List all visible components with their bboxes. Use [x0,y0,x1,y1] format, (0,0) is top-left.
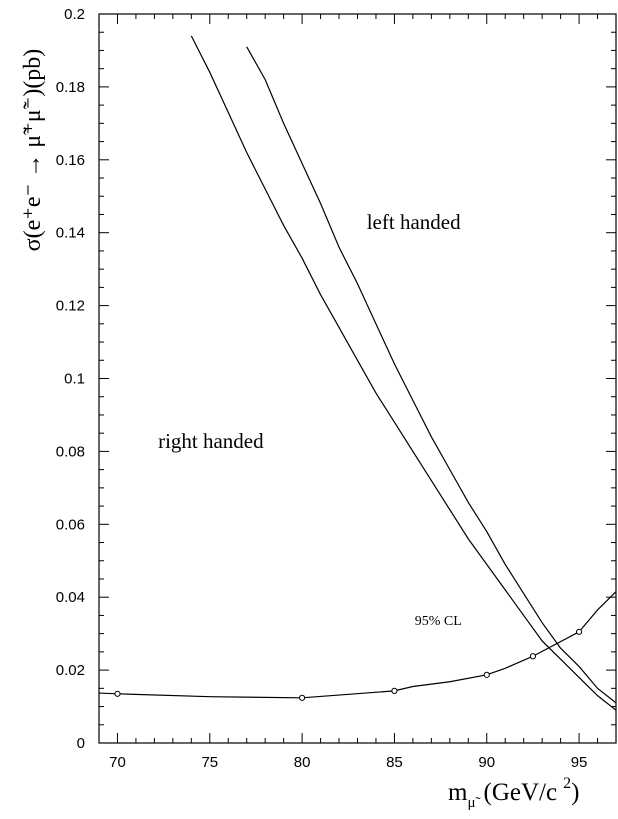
x-axis-title-units: (GeV/c [484,779,558,806]
y-tick-label: 0.14 [56,225,85,242]
x-axis-title: mμ̃ (GeV/c 2) [448,775,579,811]
series-line-left-handed [246,46,617,704]
x-axis-title-units-close: ) [571,779,579,806]
x-tick-label: 90 [478,754,495,771]
y-tick-label: 0 [77,735,85,752]
x-tick-label: 70 [109,754,126,771]
annotation-95-cl: 95% CL [415,614,462,629]
plot-frame [98,13,617,744]
series-marker-95-cl [114,690,121,697]
series-marker-95-cl [299,694,306,701]
series-line-right-handed [190,35,617,711]
annotation-left-handed: left handed [367,210,461,234]
y-tick-label: 0.1 [64,371,85,388]
y-tick-label: 0.12 [56,298,85,315]
series-marker-95-cl [483,671,490,678]
series-line-95-cl [98,591,617,699]
series-marker-95-cl [391,687,398,694]
series-marker-95-cl [575,628,583,635]
x-tick-label: 80 [294,754,311,771]
series-marker-95-cl [529,653,537,660]
y-tick-label: 0.18 [56,79,85,96]
y-tick-label: 0.16 [56,152,85,169]
y-tick-label: 0.02 [56,662,85,679]
y-tick-label: 0.04 [56,589,85,606]
x-axis-title-units-sup: 2 [563,775,571,792]
x-axis-title-sub: μ̃ [467,795,480,811]
x-tick-label: 75 [201,754,218,771]
y-tick-label: 0.2 [64,6,85,23]
y-axis-title: σ(e⁺e⁻ → μ̃⁺μ̃⁻)(pb) [20,49,46,252]
plot-area: 70 75 80 85 90 95 0 0.02 0.04 0.06 0.08 0.1 0.12 0.14… [56,6,617,771]
x-tick-label: 85 [386,754,403,771]
annotation-right-handed: right handed [158,429,264,453]
x-tick-label: 95 [571,754,588,771]
y-tick-label: 0.06 [56,516,85,533]
x-axis-title-main: m [448,779,468,806]
y-tick-label: 0.08 [56,443,85,460]
